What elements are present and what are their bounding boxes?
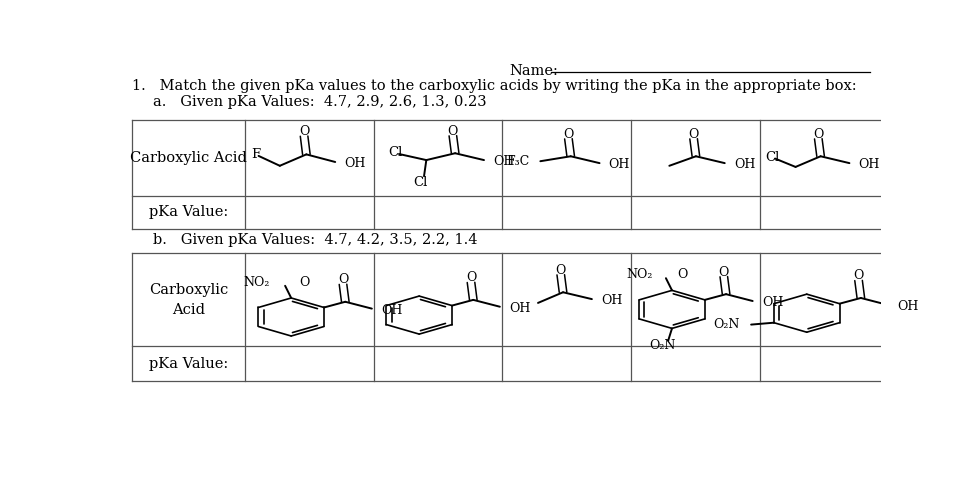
Text: 1.   Match the given pKa values to the carboxylic acids by writing the pKa in th: 1. Match the given pKa values to the car… <box>132 79 856 93</box>
Text: pKa Value:: pKa Value: <box>149 357 228 370</box>
Text: OH: OH <box>493 155 513 168</box>
Text: O: O <box>718 266 729 279</box>
Text: OH: OH <box>762 296 783 309</box>
Text: O: O <box>813 128 822 141</box>
Text: O₂N: O₂N <box>648 338 675 352</box>
Text: OH: OH <box>858 158 879 171</box>
Text: a.   Given pKa Values:  4.7, 2.9, 2.6, 1.3, 0.23: a. Given pKa Values: 4.7, 2.9, 2.6, 1.3,… <box>153 95 486 109</box>
Text: O: O <box>555 264 565 277</box>
Text: Cl: Cl <box>765 151 778 164</box>
Text: Carboxylic
Acid: Carboxylic Acid <box>149 283 228 317</box>
Text: Cl: Cl <box>413 176 427 189</box>
Text: Carboxylic Acid: Carboxylic Acid <box>130 151 246 165</box>
Text: OH: OH <box>608 158 630 171</box>
Text: O: O <box>447 124 458 138</box>
Text: NO₂: NO₂ <box>625 268 651 281</box>
Text: OH: OH <box>897 300 917 313</box>
Text: Cl: Cl <box>388 146 402 159</box>
Text: F: F <box>250 148 260 161</box>
Text: O: O <box>853 269 863 283</box>
Text: O: O <box>337 273 348 286</box>
Text: O: O <box>298 276 309 289</box>
Text: OH: OH <box>510 302 530 315</box>
Text: OH: OH <box>734 158 754 171</box>
Text: O: O <box>298 125 309 138</box>
Text: O: O <box>466 271 475 285</box>
Text: O₂N: O₂N <box>713 318 739 331</box>
Text: Name:: Name: <box>509 64 557 78</box>
Text: OH: OH <box>381 304 403 317</box>
Text: F₃C: F₃C <box>506 156 529 168</box>
Text: O: O <box>677 268 687 281</box>
Text: O: O <box>688 128 698 141</box>
Text: b.   Given pKa Values:  4.7, 4.2, 3.5, 2.2, 1.4: b. Given pKa Values: 4.7, 4.2, 3.5, 2.2,… <box>153 233 476 247</box>
Text: OH: OH <box>344 157 366 170</box>
Text: O: O <box>562 128 573 141</box>
Text: OH: OH <box>600 294 622 307</box>
Text: NO₂: NO₂ <box>244 276 270 289</box>
Text: pKa Value:: pKa Value: <box>149 206 228 219</box>
